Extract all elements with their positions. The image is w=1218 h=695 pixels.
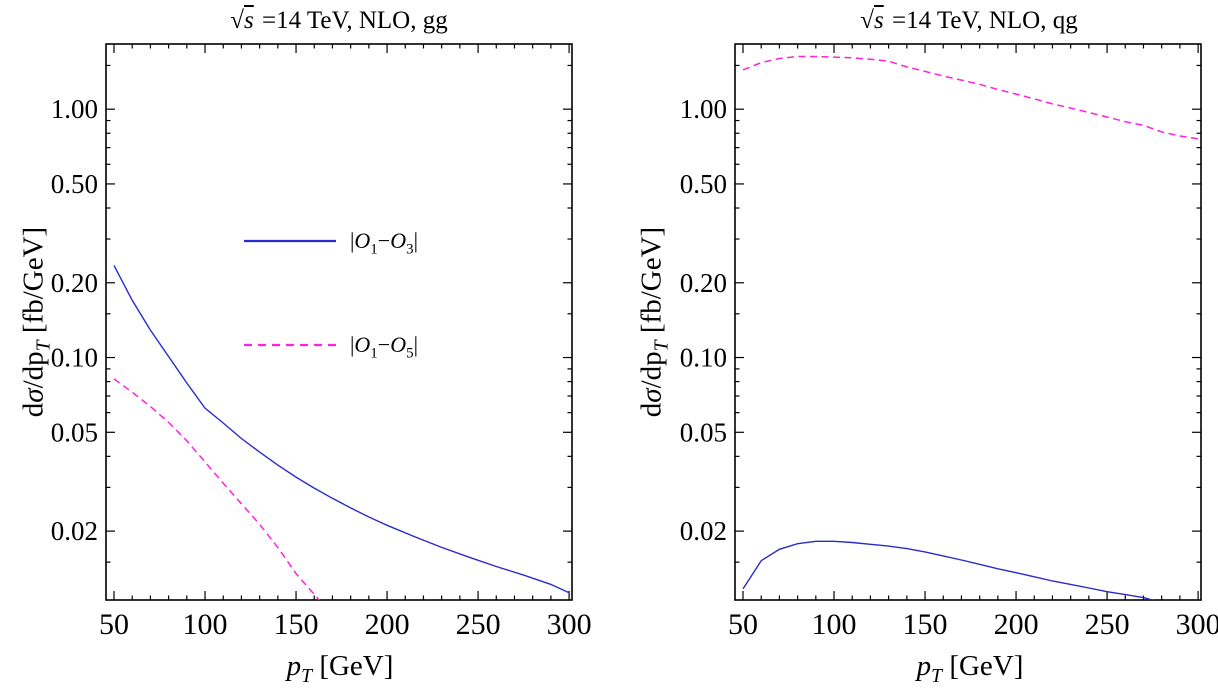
x-tick-label: 250: [456, 608, 501, 641]
legend-label-part: O: [354, 228, 371, 253]
legend-label-part: O: [390, 332, 407, 357]
legend-line-dashed-icon: [244, 343, 336, 347]
x-tick-label: 150: [903, 608, 948, 641]
y-tick-label: 0.20: [680, 268, 727, 298]
legend-label-part: −: [377, 228, 391, 253]
series-o1-o5: [742, 55, 1199, 140]
y-tick-label: 1.00: [51, 94, 98, 124]
legend-item-o1-o5: |O1−O5|: [243, 331, 418, 362]
ylabel-dp: /dp: [17, 351, 50, 389]
y-tick-label: 0.10: [51, 343, 98, 373]
legend-label-part: |: [413, 332, 418, 357]
plot-title-qg: √s =14 TeV, NLO, qg: [729, 7, 1209, 35]
ylabel-sigma: σ: [17, 388, 50, 403]
y-axis-label-gg: dσ/dpT [fb/GeV]: [17, 226, 55, 418]
series-o1-o3: [742, 540, 1155, 600]
legend-label-part: |: [350, 228, 355, 253]
xlabel-sub: T: [931, 664, 943, 687]
series-o1-o3: [113, 265, 570, 594]
tick-labels: 50 100 150 200 250 300 1.00 0.50 0.20 0.10 0.05 0.0…: [680, 94, 1218, 641]
legend-label-part: −: [377, 332, 391, 357]
plot-frame: [734, 43, 1202, 601]
legend-label-o1-o5: |O1−O5|: [350, 332, 418, 362]
ylabel-units: [fb/GeV]: [17, 226, 50, 341]
xlabel-sub: T: [301, 664, 313, 687]
radical-icon: √: [860, 7, 874, 34]
y-tick-label: 1.00: [680, 94, 727, 124]
y-tick-label: 0.02: [51, 516, 98, 546]
ylabel-units: [fb/GeV]: [635, 226, 668, 341]
legend-label-part: |: [413, 228, 418, 253]
x-tick-label: 250: [1085, 608, 1130, 641]
tick-labels: 50 100 150 200 250 300 1.00 0.50 0.20 0.10 0.05 0.0…: [51, 94, 592, 641]
legend-label-part: O: [354, 332, 371, 357]
legend-label-part: O: [390, 228, 407, 253]
x-tick-label: 100: [183, 608, 228, 641]
ylabel-d: d: [635, 402, 668, 418]
plot-title-text: =14 TeV, NLO, qg: [885, 7, 1078, 34]
ticks: [735, 44, 1201, 600]
x-axis-label-qg: pT [GeV]: [916, 650, 1024, 686]
ticks: [106, 44, 572, 600]
legend-label-part: 5: [406, 345, 414, 362]
plot-title-text: =14 TeV, NLO, gg: [255, 7, 448, 34]
y-tick-label: 0.50: [680, 169, 727, 199]
x-axis-label-gg: pT [GeV]: [286, 650, 394, 686]
y-tick-label: 0.50: [51, 169, 98, 199]
xlabel-units: [GeV]: [312, 650, 394, 682]
x-tick-label: 100: [812, 608, 857, 641]
legend-label-part: 1: [370, 345, 378, 362]
ylabel-dp: /dp: [635, 351, 668, 389]
sqrt-argument: s: [244, 7, 254, 34]
y-tick-label: 0.10: [680, 343, 727, 373]
plot-frame: [105, 43, 573, 601]
xlabel-var: p: [916, 650, 932, 682]
y-tick-label: 0.05: [51, 417, 98, 447]
x-tick-label: 50: [728, 608, 758, 641]
legend-label-part: 3: [406, 241, 414, 258]
legend-label-part: |: [350, 332, 355, 357]
x-tick-label: 150: [274, 608, 319, 641]
legend-label-o1-o3: |O1−O3|: [350, 228, 418, 258]
legend-label-part: 1: [370, 241, 378, 258]
x-tick-label: 300: [1176, 608, 1218, 641]
ylabel-sub: T: [32, 340, 55, 352]
legend-line-solid-icon: [244, 239, 336, 243]
x-tick-label: 300: [547, 608, 592, 641]
ylabel-sigma: σ: [635, 388, 668, 403]
x-tick-label: 200: [365, 608, 410, 641]
plot-gg: 50 100 150 200 250 300 1.00 0.50 0.20 0.10 0.05 0.0…: [51, 43, 592, 641]
y-tick-label: 0.02: [680, 516, 727, 546]
y-axis-label-qg: dσ/dpT [fb/GeV]: [635, 226, 673, 418]
ylabel-d: d: [17, 402, 50, 418]
radical-icon: √: [230, 7, 244, 34]
sqrt-argument: s: [874, 7, 884, 34]
x-tick-label: 200: [994, 608, 1039, 641]
legend-item-o1-o3: |O1−O3|: [243, 227, 418, 258]
y-tick-label: 0.05: [680, 417, 727, 447]
xlabel-units: [GeV]: [942, 650, 1024, 682]
x-tick-label: 50: [99, 608, 129, 641]
ylabel-sub: T: [650, 340, 673, 352]
xlabel-var: p: [286, 650, 302, 682]
y-tick-label: 0.20: [51, 268, 98, 298]
series-o1-o5: [113, 378, 320, 600]
plot-title-gg: √s =14 TeV, NLO, gg: [99, 7, 579, 35]
plot-qg: 50 100 150 200 250 300 1.00 0.50 0.20 0.10 0.05 0.0…: [680, 43, 1218, 641]
